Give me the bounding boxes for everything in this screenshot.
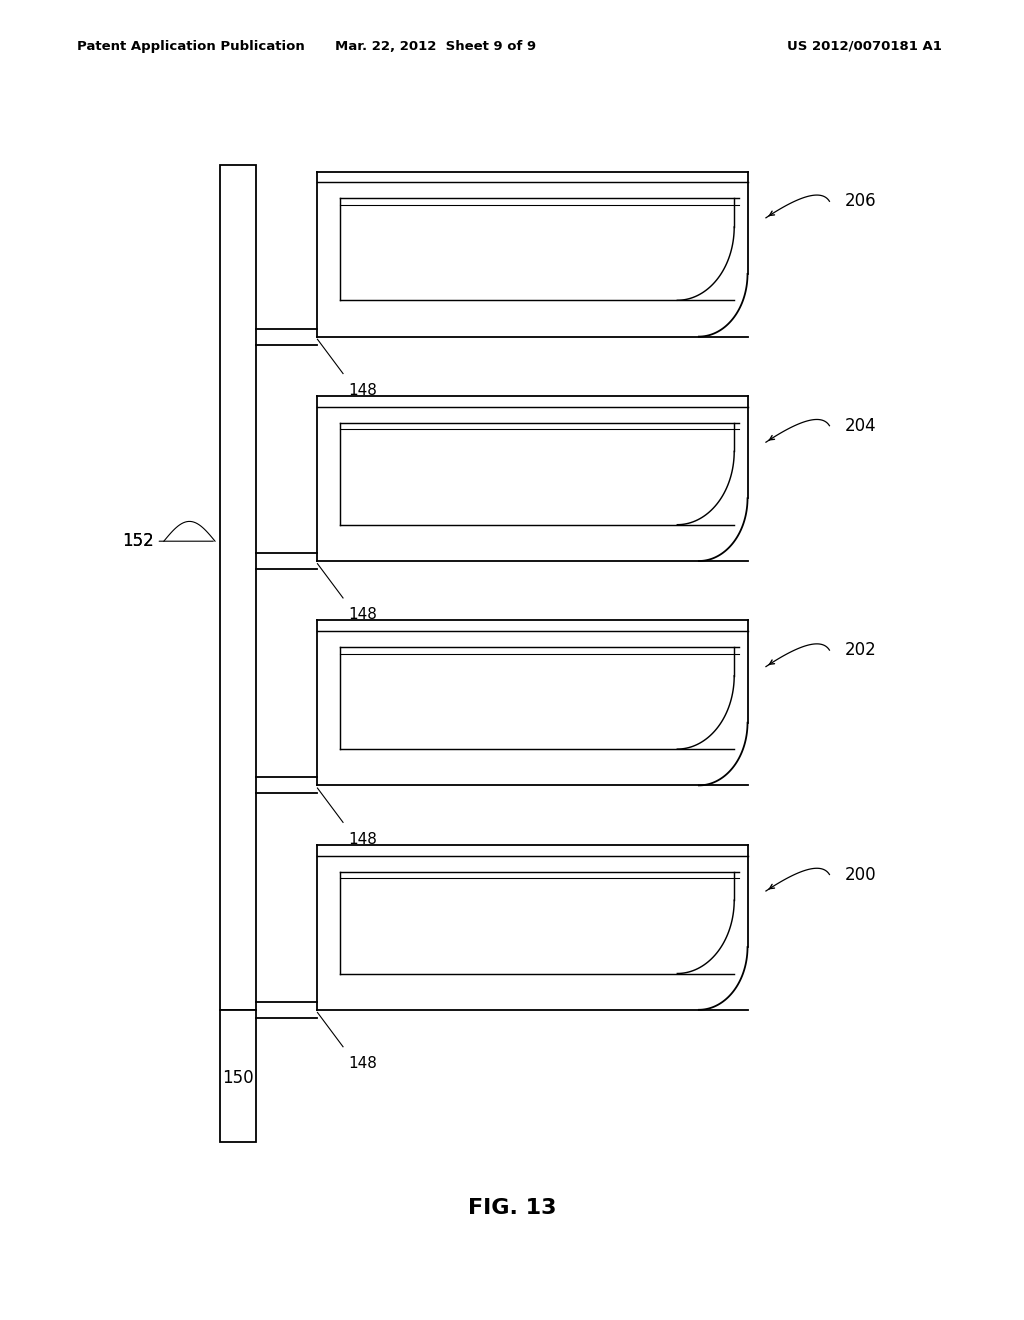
Text: Mar. 22, 2012  Sheet 9 of 9: Mar. 22, 2012 Sheet 9 of 9 bbox=[335, 40, 536, 53]
Text: Patent Application Publication: Patent Application Publication bbox=[77, 40, 304, 53]
Text: 148: 148 bbox=[348, 832, 377, 846]
Text: FIG. 13: FIG. 13 bbox=[468, 1197, 556, 1218]
Bar bbox=[220, 165, 256, 1010]
Text: 204: 204 bbox=[845, 417, 877, 434]
Text: 152: 152 bbox=[122, 532, 154, 550]
Text: 148: 148 bbox=[348, 1056, 377, 1071]
Text: 200: 200 bbox=[845, 866, 877, 883]
Text: 148: 148 bbox=[348, 383, 377, 397]
Text: 148: 148 bbox=[348, 607, 377, 622]
Text: 150: 150 bbox=[222, 1069, 254, 1088]
Text: 206: 206 bbox=[845, 193, 877, 210]
Text: 202: 202 bbox=[845, 642, 877, 659]
Bar bbox=[220, 1010, 256, 1142]
Text: US 2012/0070181 A1: US 2012/0070181 A1 bbox=[787, 40, 942, 53]
Text: 152: 152 bbox=[122, 532, 213, 550]
